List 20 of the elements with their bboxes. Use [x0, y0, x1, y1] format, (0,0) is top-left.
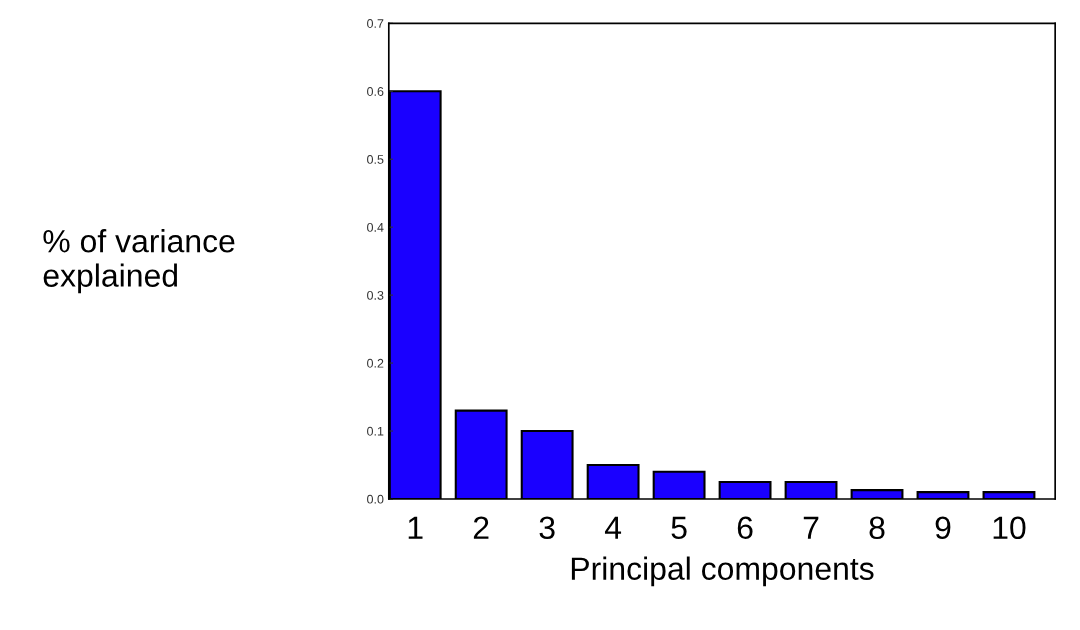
y-tick-label: 0.2 [367, 358, 384, 368]
y-tick-label: 0.7 [367, 19, 384, 28]
x-tick-label: 6 [737, 516, 753, 540]
y-tick-label: 0.0 [367, 494, 384, 504]
x-tick-label: 7 [803, 516, 819, 539]
x-tick-label: 9 [935, 516, 951, 540]
x-axis-title: Principal components [571, 556, 874, 587]
x-tick-label: 2 [473, 516, 489, 539]
x-tick-label: 10 [993, 516, 1026, 540]
y-tick-label: 0.3 [367, 290, 384, 300]
x-tick-label: 8 [869, 516, 885, 540]
y-tick-label: 0.6 [367, 87, 384, 96]
y-tick-label: 0.5 [367, 155, 384, 164]
y-tick-label: 0.1 [367, 426, 384, 436]
x-tick-label: 5 [671, 516, 687, 540]
y-axis-title: % of variance explained [43, 229, 235, 294]
x-tick-label: 3 [539, 516, 555, 540]
x-tick-label: 1 [408, 516, 423, 539]
x-tick-label: 4 [604, 516, 622, 539]
y-tick-label: 0.4 [367, 222, 384, 232]
